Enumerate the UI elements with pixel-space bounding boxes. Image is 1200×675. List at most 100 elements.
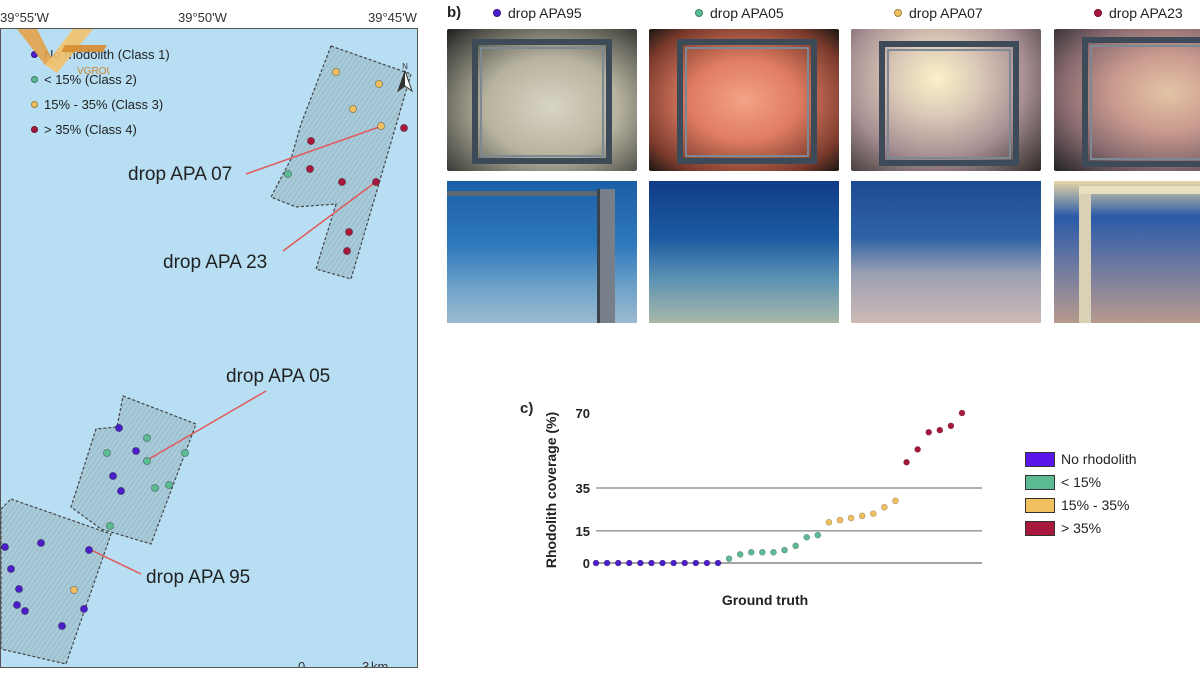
photo-column-label: drop APA23 — [1109, 5, 1183, 21]
map-legend-item: 15% - 35% (Class 3) — [31, 97, 163, 112]
apa23-dot — [1094, 9, 1102, 17]
chart-legend-item: > 35% — [1025, 520, 1101, 536]
scale-zero: 0 — [298, 659, 306, 668]
map-legend-item: > 35% (Class 4) — [31, 122, 137, 137]
data-point — [714, 559, 722, 567]
sample-point — [150, 483, 159, 492]
sample-point — [374, 80, 383, 89]
data-point — [725, 555, 733, 563]
data-point — [770, 548, 777, 556]
panel-label-c: c) — [520, 400, 533, 417]
data-point — [836, 516, 844, 524]
data-point — [869, 510, 877, 518]
y-tick-label: 70 — [576, 406, 590, 421]
sample-point — [80, 605, 89, 614]
survey-area-south — [1, 498, 112, 665]
sample-point — [348, 105, 357, 114]
legend-swatch — [1025, 451, 1055, 467]
photo-column-label: drop APA95 — [508, 5, 582, 21]
apa05-dot — [695, 9, 703, 17]
data-point — [637, 559, 644, 567]
data-point — [648, 559, 655, 567]
apa07-dot — [894, 9, 902, 17]
drop-label-apa07: drop APA 07 — [128, 164, 233, 185]
longitude-label: 39°55'W — [0, 10, 49, 25]
legend-swatch — [1025, 520, 1055, 536]
drop-label-apa23: drop APA 23 — [163, 252, 268, 273]
legend-swatch — [1025, 474, 1055, 490]
apa95-dot — [493, 9, 501, 17]
sample-point — [7, 565, 15, 574]
seabed-photo-apa07 — [851, 181, 1041, 323]
quadrat-photo-apa05 — [649, 29, 839, 171]
company-logo: VGROUP — [17, 29, 110, 77]
class-3-dot — [31, 101, 38, 108]
data-point — [814, 531, 822, 539]
sample-point — [142, 433, 151, 442]
longitude-label: 39°45'W — [368, 10, 417, 25]
chart-legend-item: < 15% — [1025, 474, 1101, 490]
scale-unit: km — [371, 659, 389, 668]
sample-point — [337, 177, 346, 186]
drop-label-apa05: drop APA 05 — [226, 366, 331, 387]
data-point — [881, 503, 888, 511]
sample-point — [283, 169, 292, 178]
map-legend-label: < 15% (Class 2) — [44, 72, 137, 87]
sample-point — [305, 164, 314, 173]
pointer-line — [282, 183, 374, 252]
photo-column-header: drop APA23 — [1094, 5, 1183, 21]
data-point — [692, 559, 700, 567]
chart-legend-item: 15% - 35% — [1025, 497, 1129, 513]
photo-column-header: drop APA95 — [493, 5, 582, 21]
data-point — [858, 512, 866, 520]
data-point — [681, 559, 689, 567]
map-legend-label: 15% - 35% (Class 3) — [44, 97, 164, 112]
map-canvas — [1, 45, 412, 665]
pointer-line — [88, 548, 142, 575]
data-point — [659, 559, 666, 567]
sample-point — [344, 227, 353, 236]
data-point — [925, 428, 933, 436]
sample-point — [164, 480, 173, 489]
sample-point — [117, 486, 126, 495]
data-point — [736, 551, 744, 558]
chart-legend-label: < 15% — [1061, 474, 1102, 490]
class-2-dot — [31, 76, 38, 83]
sample-points — [1, 68, 408, 631]
chart-legend-item: No rhodolith — [1025, 451, 1137, 467]
data-point — [825, 518, 833, 526]
pointer-line — [245, 126, 380, 175]
data-point — [592, 559, 600, 567]
photo-column-header: drop APA05 — [695, 5, 784, 21]
chart-tick-labels: 0 15 35 70 — [576, 406, 590, 571]
sample-point — [180, 448, 189, 457]
quadrat-photo-apa95 — [447, 29, 637, 171]
data-point — [936, 426, 944, 434]
seabed-photo-apa95 — [447, 181, 637, 323]
chart-gridlines — [596, 487, 982, 564]
longitude-label: 39°50'W — [178, 10, 227, 25]
data-point — [947, 422, 955, 430]
sample-point — [109, 471, 118, 480]
quadrat-photo-apa23 — [1054, 29, 1200, 171]
sample-point — [371, 177, 380, 186]
data-point — [892, 497, 899, 505]
chart-points — [592, 409, 966, 567]
x-axis-label: Ground truth — [722, 592, 808, 608]
chart-legend-label: No rhodolith — [1061, 451, 1137, 467]
sample-point — [142, 456, 151, 465]
data-point — [625, 559, 633, 567]
sample-point — [331, 68, 340, 77]
data-point — [759, 548, 766, 556]
quadrat-photo-apa07 — [851, 29, 1041, 171]
sample-point — [70, 586, 79, 595]
sample-point — [12, 601, 21, 610]
survey-area-north — [270, 45, 412, 280]
photo-column-header: drop APA07 — [894, 5, 983, 21]
data-point — [958, 409, 966, 417]
sample-point — [37, 538, 46, 547]
coverage-scatter-chart: c) Rhodolith coverage (%) Ground truth 0… — [520, 400, 982, 608]
map-frame: No rhodolith (Class 1) < 15% (Class 2) 1… — [0, 28, 418, 668]
sample-point — [399, 124, 408, 133]
pointer-line — [148, 390, 267, 460]
